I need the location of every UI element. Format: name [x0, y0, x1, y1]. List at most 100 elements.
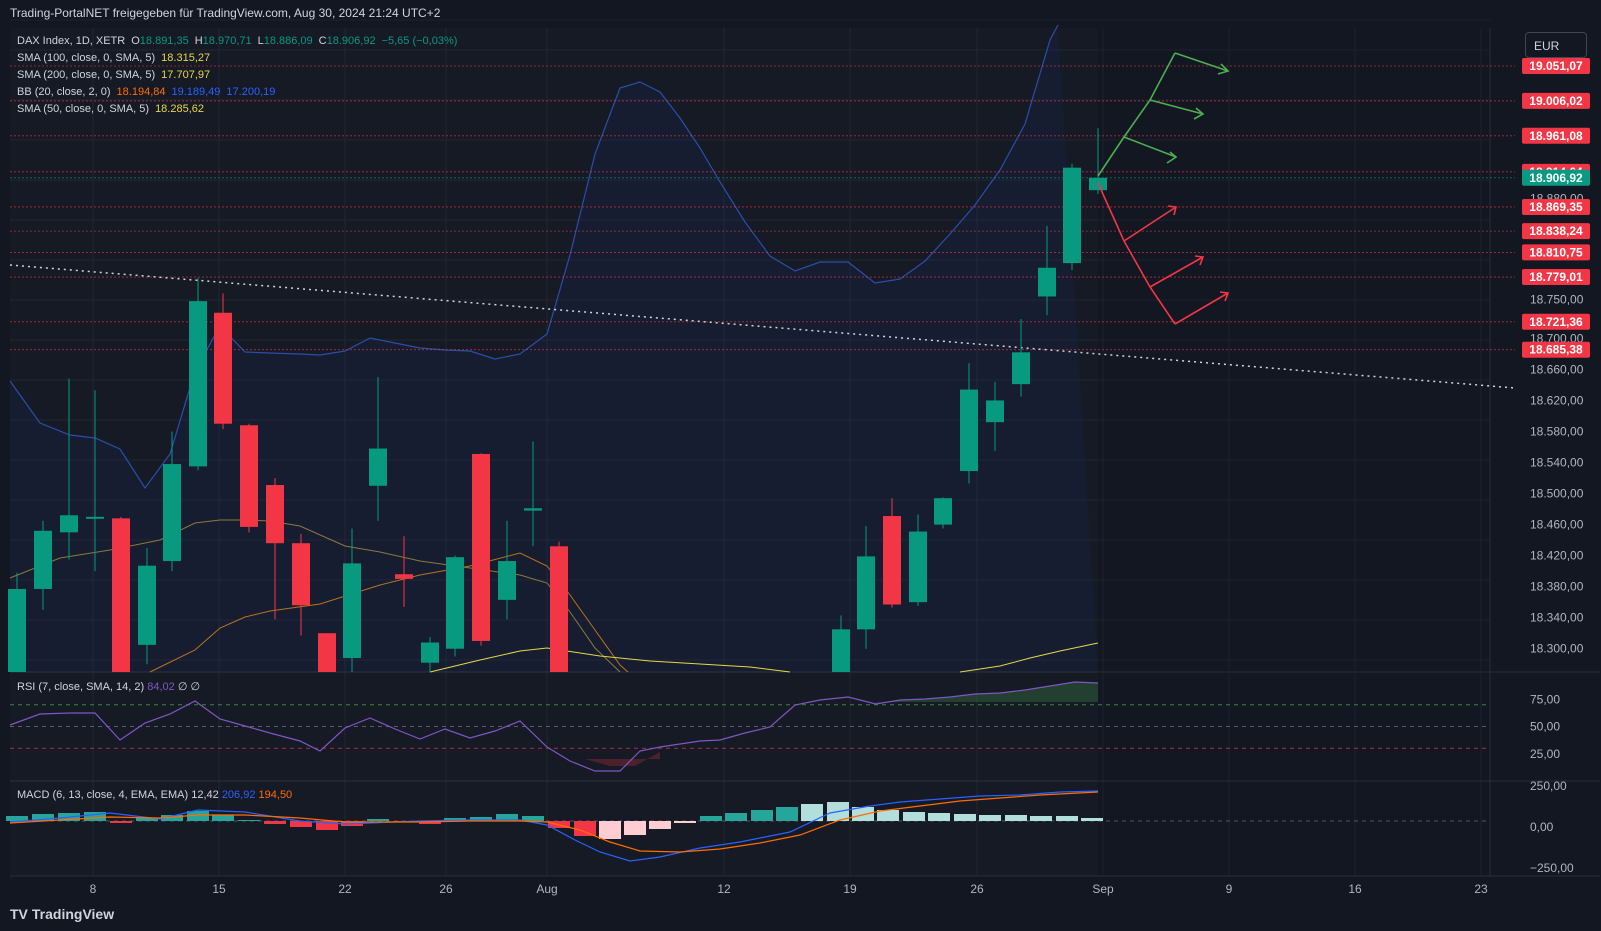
price-tick-8: 18.620,00 [1530, 393, 1584, 407]
legend-main: DAX Index, 1D, XETR O18.891,35 H18.970,71 L… [17, 35, 458, 47]
time-tick-0: 8 [90, 882, 97, 896]
candle-body-22 [832, 629, 850, 672]
macd-hist-40 [1030, 816, 1052, 821]
legend-bb: BB (20, close, 2, 0) 18.194,84 19.189,49 17… [17, 86, 276, 98]
macd-hist-22 [574, 821, 596, 836]
macd-hist-1 [32, 814, 54, 821]
red-arrow-1 [1123, 206, 1177, 242]
time-tick-4: Aug [536, 882, 557, 896]
rsi-tick-2: 25,00 [1530, 747, 1560, 761]
candles [8, 128, 1107, 672]
macd-hist-35 [903, 812, 925, 821]
time-tick-1: 15 [212, 882, 226, 896]
candle-body-27 [960, 389, 978, 472]
macd-tick-1: 0,00 [1530, 820, 1554, 834]
candle-body-29 [1012, 352, 1030, 385]
macd-hist-14 [367, 819, 389, 821]
time-tick-10: 16 [1348, 882, 1362, 896]
legend-high: 18.970,71 [202, 35, 252, 47]
candle-body-31 [1063, 167, 1081, 264]
macd-hist-34 [877, 810, 899, 821]
chart-attribution: Trading-PortalNET freigegeben für Tradin… [10, 6, 441, 20]
level-label-bg-0 [1522, 57, 1590, 74]
candle-body-25 [909, 531, 927, 603]
macd-hist-33 [852, 807, 874, 821]
candle-body-19 [498, 561, 516, 600]
candle-body-21 [550, 546, 568, 672]
time-axis: 8 15 22 26 Aug 12 19 26 Sep 9 16 23 [10, 875, 1600, 896]
level-label-6: 18.838,24 [1529, 224, 1583, 238]
sma-yellow-line-2 [959, 642, 1099, 673]
tradingview-logo: TV TradingView [10, 906, 115, 922]
level-label-0: 19.051,07 [1529, 59, 1583, 73]
level-label-1: 19.006,02 [1529, 94, 1583, 108]
legend-low: 18.886,09 [263, 35, 313, 47]
legend-change: −5,65 (−0,03%) [381, 35, 458, 47]
macd-hist-9 [238, 820, 260, 821]
level-label-bg-10 [1522, 341, 1590, 358]
rsi-line [9, 681, 1099, 772]
candle-body-4 [112, 518, 130, 672]
macd-hist-16 [419, 821, 441, 824]
candle-body-16 [421, 642, 439, 663]
green-arrow-2 [1149, 99, 1204, 115]
macd-line [9, 790, 1099, 862]
level-label-bg-7 [1522, 244, 1590, 261]
price-tick-11: 18.750,00 [1530, 293, 1584, 307]
level-label-bg-1 [1522, 92, 1590, 109]
candle-body-30 [1038, 267, 1056, 297]
macd-hist-10 [264, 821, 286, 824]
red-arrow-3 [1174, 292, 1229, 325]
macd-hist-3 [84, 812, 106, 821]
projection-arrows [1097, 52, 1230, 325]
red-zigzag-arrow [1097, 182, 1176, 325]
macd-hist-42 [1081, 818, 1103, 821]
candle-body-6 [163, 464, 181, 562]
price-tick-0: 18.300,00 [1530, 642, 1584, 656]
macd-hist-23 [599, 821, 621, 839]
rsi-tick-0: 75,00 [1530, 692, 1560, 706]
candle-body-11 [292, 543, 310, 606]
level-labels: 19.051,0719.006,0218.961,0818.914,6418.9… [1522, 57, 1590, 358]
candle-body-0 [8, 588, 26, 672]
candle-body-7 [189, 301, 207, 467]
macd-hist-38 [979, 815, 1001, 821]
level-label-2: 18.961,08 [1529, 129, 1583, 143]
candle-body-20 [524, 508, 542, 511]
macd-hist-39 [1005, 815, 1027, 821]
time-tick-3: 26 [439, 882, 453, 896]
rsi-legend: RSI (7, close, SMA, 14, 2) 84,02 ∅ ∅ [17, 681, 201, 693]
time-tick-8: Sep [1092, 882, 1114, 896]
candle-body-13 [343, 563, 361, 659]
time-tick-11: 23 [1474, 882, 1488, 896]
rsi-oversold-fill [585, 752, 660, 766]
macd-hist-37 [954, 814, 976, 821]
currency-selector[interactable]: EUR [1525, 32, 1587, 58]
time-tick-2: 22 [338, 882, 352, 896]
grid [10, 19, 1600, 876]
level-label-10: 18.685,38 [1529, 343, 1583, 357]
candle-body-23 [857, 556, 875, 630]
price-tick-5: 18.500,00 [1530, 487, 1584, 501]
candle-body-3 [86, 516, 104, 519]
legend-symbol: DAX Index, 1D, XETR [17, 35, 126, 47]
level-label-bg-2 [1522, 127, 1590, 144]
tradingview-logo-icon: TV [10, 906, 28, 922]
level-label-9: 18.721,36 [1529, 315, 1583, 329]
signal-line [9, 791, 1099, 853]
candle-body-12 [318, 633, 336, 672]
candle-body-26 [934, 498, 952, 525]
red-arrowhead-1 [1167, 205, 1177, 216]
macd-hist-36 [928, 813, 950, 821]
macd-hist-11 [290, 821, 312, 827]
price-tick-1: 18.340,00 [1530, 611, 1584, 625]
macd-tick-2: −250,00 [1530, 861, 1574, 875]
candle-body-5 [138, 565, 156, 645]
green-arrow-1 [1123, 136, 1177, 158]
sma-orange-line [149, 552, 629, 673]
price-axis: 18.300,00 18.340,00 18.380,00 18.420,00 18.4… [1530, 192, 1584, 875]
candle-body-9 [240, 425, 258, 527]
macd-hist-5 [136, 818, 158, 821]
rsi-pane [9, 681, 1490, 772]
